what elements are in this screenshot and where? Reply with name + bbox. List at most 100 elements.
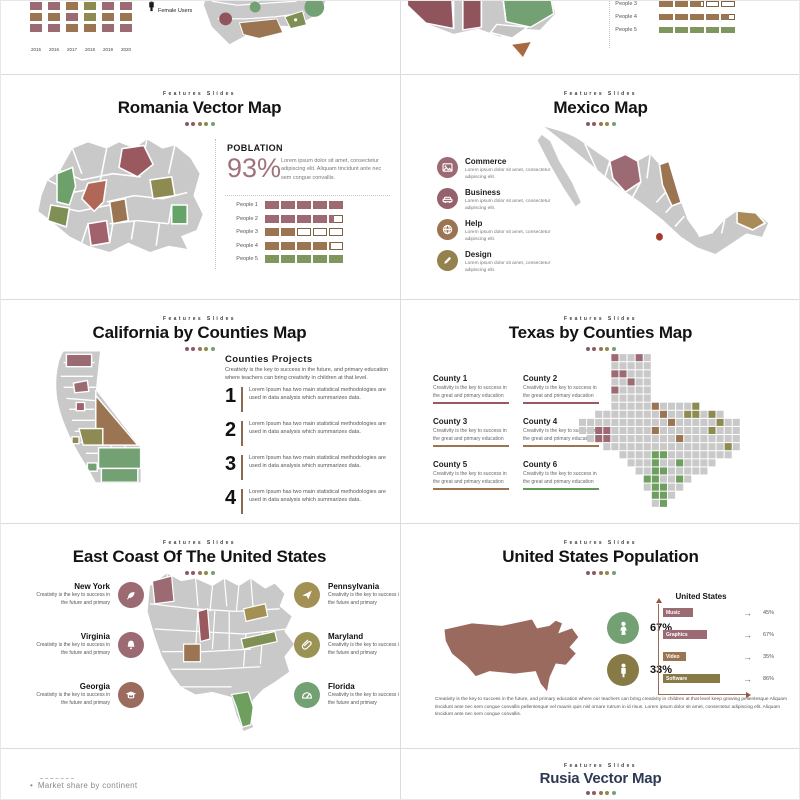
feature-desc: Lorem ipsum dolor sit amet, consectetur … bbox=[465, 198, 551, 211]
year-column: 2016 bbox=[48, 2, 60, 52]
row-divider bbox=[0, 299, 800, 300]
people-row: People 4 bbox=[601, 14, 735, 20]
australia-map bbox=[406, 0, 556, 57]
slide-california-counties: Features Slides California by Counties M… bbox=[0, 300, 399, 523]
dot-icon bbox=[598, 791, 603, 795]
county-item: County 5 Creativity is the key to success… bbox=[433, 460, 513, 490]
slide-title: United States Population bbox=[502, 547, 699, 566]
dot-icon bbox=[184, 571, 189, 575]
people-row: People 5 bbox=[225, 255, 343, 263]
people-row: People 3 bbox=[225, 228, 343, 236]
county-text: Creativity is the key to success in the … bbox=[433, 428, 507, 442]
bar-fill: Graphics bbox=[663, 630, 708, 639]
dot-icon bbox=[184, 122, 189, 126]
dotted-separator bbox=[609, 0, 610, 48]
bullet-item: • Market share by continent bbox=[30, 781, 137, 790]
bar-fill: Music bbox=[663, 608, 693, 617]
county-text: Creativity is the key to success in the … bbox=[433, 471, 507, 485]
slide-header: Features Slides East Coast Of The United… bbox=[0, 540, 399, 575]
axis-arrow-icon bbox=[655, 598, 662, 603]
dot-icon bbox=[585, 122, 590, 126]
state-label: Maryland bbox=[328, 632, 364, 641]
state-icon-circle bbox=[118, 582, 144, 608]
paperclip-icon bbox=[301, 639, 312, 650]
dot-icon bbox=[210, 347, 215, 351]
arrow-icon: → bbox=[743, 607, 752, 618]
mexico-map bbox=[535, 126, 769, 255]
year-column: 2015 bbox=[30, 2, 42, 52]
eyebrow-label: Features Slides bbox=[564, 91, 637, 97]
dot-icon bbox=[197, 347, 202, 351]
item-text: Lorem Ipsum has two main statistical met… bbox=[249, 421, 386, 436]
people-label: People 2 bbox=[236, 215, 258, 222]
feature-icon-circle bbox=[437, 187, 458, 209]
eyebrow-label: Features Slides bbox=[163, 540, 236, 546]
people-row: People 1 bbox=[225, 201, 343, 209]
east-coast-map bbox=[147, 573, 294, 731]
section-heading: POBLATION bbox=[227, 143, 283, 153]
arrow-icon: → bbox=[743, 673, 752, 684]
feature-label: Business bbox=[465, 187, 501, 197]
eyebrow-label: Features Slides bbox=[564, 763, 637, 769]
state-desc: Creativity is the key to success in the … bbox=[328, 692, 399, 706]
axis-arrow-icon bbox=[746, 691, 751, 698]
slide-header: Features Slides Mexico Map bbox=[401, 91, 800, 126]
eyebrow-label: Features Slides bbox=[163, 91, 236, 97]
section-intro: Creativity is the key to success in the … bbox=[225, 367, 389, 382]
feature-label: Commerce bbox=[465, 157, 507, 166]
slide-footer-text: Creativity is the key to success in the … bbox=[435, 697, 787, 718]
year-column: 2017 bbox=[66, 2, 78, 52]
slide-title: Mexico Map bbox=[553, 98, 648, 117]
feature-desc: Lorem ipsum dolor sit amet, consectetur … bbox=[465, 229, 551, 242]
bar-fill: Software bbox=[663, 674, 720, 683]
county-underline bbox=[433, 445, 509, 447]
state-item: Georgia Creativity is the key to success … bbox=[4, 682, 144, 708]
people-label: People 5 bbox=[615, 27, 637, 33]
bar-track: Video bbox=[663, 652, 729, 661]
county-list: County 1 Creativity is the key to success… bbox=[433, 374, 603, 490]
county-item: County 4 Creativity is the key to success… bbox=[523, 417, 603, 447]
dot-icon bbox=[592, 122, 596, 126]
bar-track: Graphics bbox=[663, 630, 729, 639]
feature-icon-circle bbox=[437, 157, 458, 178]
dot-icon bbox=[605, 122, 609, 126]
state-item: Maryland Creativity is the key to success… bbox=[294, 632, 399, 658]
state-text-block: Georgia Creativity is the key to success … bbox=[32, 682, 110, 707]
people-label: People 4 bbox=[615, 14, 637, 20]
slide-east-coast: Features Slides East Coast Of The United… bbox=[0, 524, 399, 748]
state-item: Florida Creativity is the key to success … bbox=[294, 682, 399, 708]
slide-title: Texas by Counties Map bbox=[508, 323, 693, 342]
state-desc: Creativity is the key to success in the … bbox=[36, 592, 110, 606]
state-icon-circle bbox=[294, 682, 320, 708]
progress-bar bbox=[265, 241, 343, 250]
dot-icon bbox=[605, 347, 609, 351]
state-label: Virginia bbox=[80, 632, 110, 641]
slide-preview-partial-australia: People 3 People 4 People 5 bbox=[401, 0, 800, 74]
feature-item: Design Lorem ipsum dolor sit amet, consec… bbox=[437, 249, 557, 275]
car-icon bbox=[442, 196, 453, 203]
male-icon bbox=[620, 663, 626, 677]
state-label: Florida bbox=[328, 682, 355, 691]
bar-label: Graphics bbox=[666, 631, 688, 638]
dot-icon bbox=[197, 122, 202, 126]
year-column: 2020 bbox=[120, 2, 132, 52]
title-dots bbox=[401, 791, 800, 795]
bullet-label: Market share by continent bbox=[37, 781, 138, 790]
state-text-block: Florida Creativity is the key to success … bbox=[328, 682, 399, 707]
slide-title: East Coast Of The United States bbox=[72, 547, 327, 566]
county-item: County 3 Creativity is the key to success… bbox=[433, 417, 513, 447]
slide-texas-counties: Features Slides Texas by Counties Map Co… bbox=[401, 300, 800, 523]
dotted-separator bbox=[225, 195, 390, 196]
state-text-block: New York Creativity is the key to success… bbox=[32, 582, 110, 607]
dot-icon bbox=[611, 347, 616, 351]
romania-map bbox=[38, 139, 203, 252]
dot-icon bbox=[611, 571, 616, 575]
numbered-item: 3 Lorem Ipsum has two main statistical me… bbox=[225, 454, 389, 480]
state-item: New York Creativity is the key to success… bbox=[4, 582, 144, 608]
stacked-year-chart: 2015 2016 2017 2018 2019 2020 bbox=[30, 2, 132, 52]
bar-row: Software → 86% bbox=[663, 673, 774, 684]
title-dots bbox=[0, 122, 399, 126]
year-column: 2019 bbox=[102, 2, 114, 52]
county-text: Creativity is the key to success in the … bbox=[523, 428, 597, 442]
title-dots bbox=[0, 347, 399, 351]
